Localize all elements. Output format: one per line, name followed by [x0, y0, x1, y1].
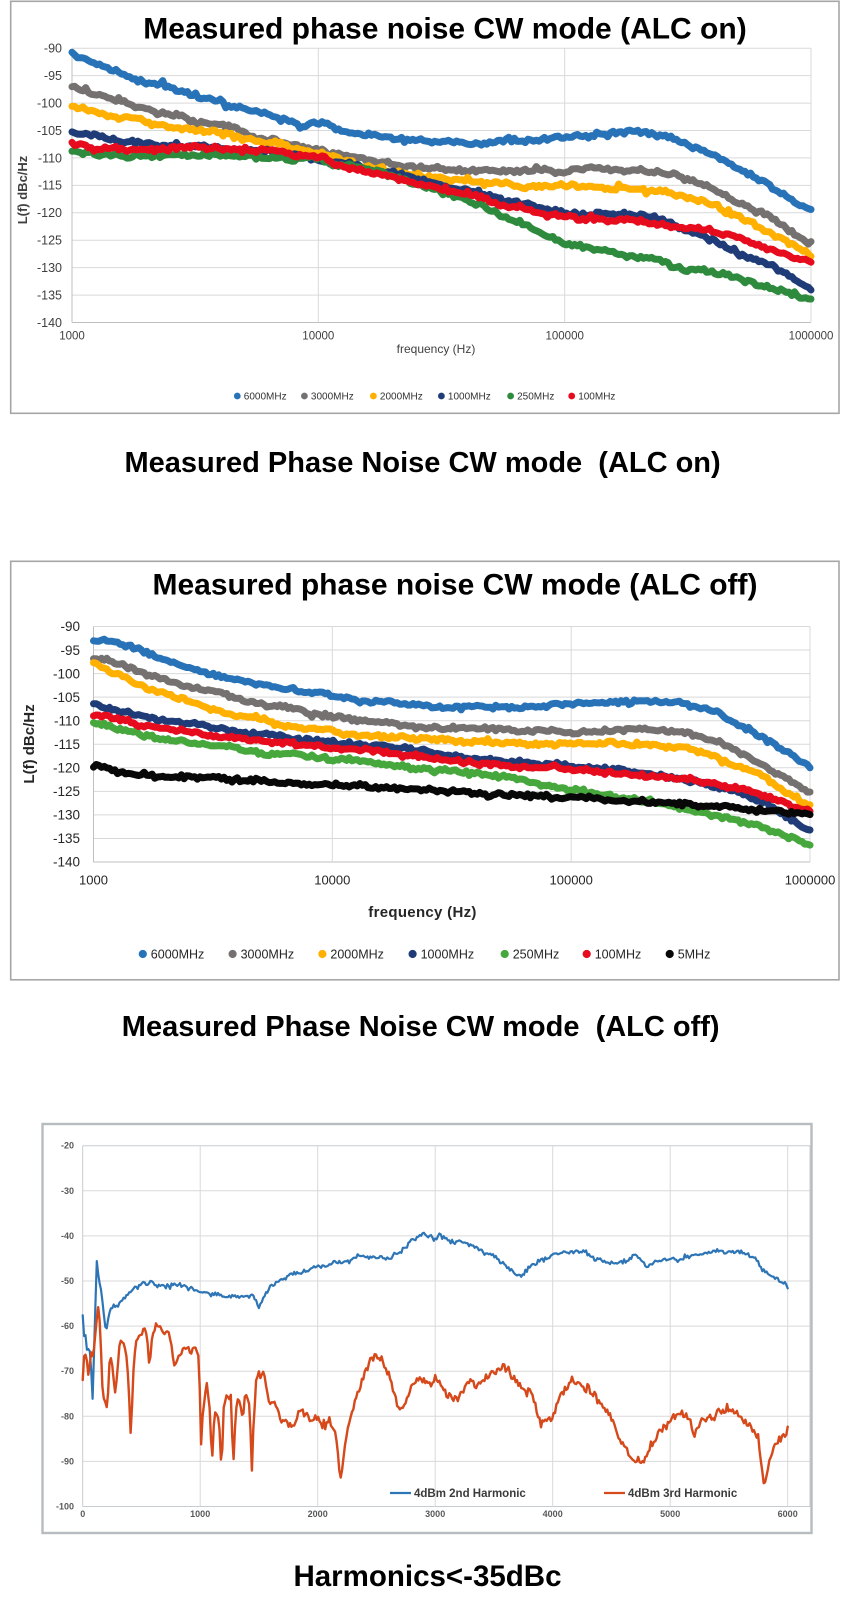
svg-text:-125: -125: [37, 234, 62, 248]
svg-text:Measured phase noise CW mode (: Measured phase noise CW mode (ALC on): [143, 13, 746, 46]
svg-text:-100: -100: [37, 96, 62, 110]
svg-text:-90: -90: [60, 619, 80, 634]
svg-text:-125: -125: [53, 784, 80, 799]
svg-text:3000MHz: 3000MHz: [241, 948, 295, 962]
svg-text:4dBm 2nd Harmonic: 4dBm 2nd Harmonic: [414, 1488, 526, 1500]
svg-text:-140: -140: [37, 316, 62, 330]
svg-text:-120: -120: [37, 206, 62, 220]
svg-text:3000: 3000: [425, 1509, 445, 1519]
svg-text:-130: -130: [37, 261, 62, 275]
svg-text:250MHz: 250MHz: [517, 392, 554, 403]
svg-text:-70: -70: [61, 1366, 74, 1376]
svg-text:-80: -80: [61, 1411, 74, 1421]
svg-text:100000: 100000: [546, 331, 584, 343]
svg-text:2000MHz: 2000MHz: [380, 392, 423, 403]
svg-text:6000: 6000: [778, 1509, 798, 1519]
svg-text:-100: -100: [56, 1502, 74, 1512]
svg-text:Measured Phase Noise CW mode: Measured Phase Noise CW mode (ALC on): [124, 447, 720, 479]
svg-text:Harmonics<-35dBc: Harmonics<-35dBc: [293, 1560, 561, 1593]
svg-text:1000: 1000: [79, 873, 108, 888]
svg-text:-110: -110: [38, 151, 62, 165]
svg-text:-105: -105: [53, 690, 80, 705]
svg-text:0: 0: [80, 1509, 85, 1519]
svg-text:250MHz: 250MHz: [513, 948, 560, 962]
svg-text:10000: 10000: [302, 331, 334, 343]
svg-text:1000: 1000: [59, 331, 85, 343]
svg-text:-100: -100: [53, 666, 80, 681]
svg-text:-60: -60: [61, 1321, 74, 1331]
svg-text:-90: -90: [61, 1456, 74, 1466]
svg-text:2000MHz: 2000MHz: [330, 948, 384, 962]
svg-text:-115: -115: [54, 737, 80, 752]
svg-text:-40: -40: [61, 1231, 74, 1241]
svg-text:frequency (Hz): frequency (Hz): [397, 342, 476, 356]
svg-text:-130: -130: [53, 808, 80, 823]
svg-text:frequency (Hz): frequency (Hz): [368, 904, 476, 921]
svg-text:-95: -95: [44, 69, 62, 83]
svg-text:-95: -95: [60, 643, 80, 658]
svg-text:6000MHz: 6000MHz: [244, 392, 287, 403]
svg-text:1000MHz: 1000MHz: [448, 392, 491, 403]
svg-text:4000: 4000: [543, 1509, 563, 1519]
svg-text:-50: -50: [61, 1276, 74, 1286]
svg-text:3000MHz: 3000MHz: [311, 392, 354, 403]
svg-text:-20: -20: [61, 1141, 74, 1151]
svg-text:-135: -135: [53, 831, 80, 846]
svg-text:100MHz: 100MHz: [578, 392, 615, 403]
svg-text:10000: 10000: [314, 873, 350, 888]
svg-text:L(f) dBc/Hz: L(f) dBc/Hz: [15, 155, 30, 224]
svg-text:-135: -135: [37, 288, 62, 302]
svg-text:6000MHz: 6000MHz: [151, 948, 205, 962]
svg-text:-115: -115: [38, 179, 62, 193]
svg-text:5MHz: 5MHz: [678, 948, 711, 962]
svg-text:-110: -110: [54, 713, 80, 728]
svg-text:2000: 2000: [308, 1509, 328, 1519]
svg-text:Measured Phase Noise CW mode: Measured Phase Noise CW mode (ALC off): [122, 1011, 720, 1043]
svg-text:100MHz: 100MHz: [595, 948, 642, 962]
svg-text:-140: -140: [53, 855, 80, 870]
svg-text:-90: -90: [44, 42, 62, 56]
svg-text:1000MHz: 1000MHz: [421, 948, 475, 962]
svg-text:L(f) dBc/Hz: L(f) dBc/Hz: [21, 704, 38, 783]
svg-text:1000000: 1000000: [789, 331, 834, 343]
svg-text:-120: -120: [53, 761, 80, 776]
svg-text:4dBm 3rd Harmonic: 4dBm 3rd Harmonic: [628, 1488, 738, 1500]
svg-text:Measured phase noise CW mode (: Measured phase noise CW mode (ALC off): [152, 569, 757, 602]
svg-text:100000: 100000: [550, 873, 593, 888]
svg-text:1000000: 1000000: [785, 873, 836, 888]
svg-text:1000: 1000: [190, 1509, 210, 1519]
svg-text:-105: -105: [37, 124, 62, 138]
svg-text:-30: -30: [61, 1186, 74, 1196]
svg-text:5000: 5000: [660, 1509, 680, 1519]
